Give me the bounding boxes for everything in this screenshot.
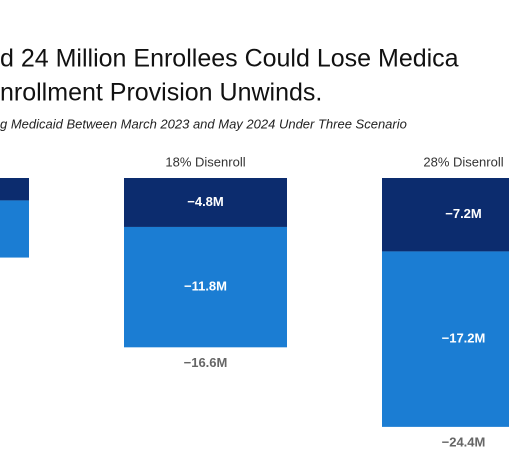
- total-label: −16.6M: [184, 355, 228, 370]
- chart-subtitle: g Medicaid Between March 2023 and May 20…: [0, 116, 407, 131]
- bar-segment: [382, 178, 509, 252]
- chart-title: nrollment Provision Unwinds.: [0, 79, 322, 107]
- bar-segment: [124, 226, 287, 348]
- bar-segment: [0, 200, 29, 258]
- total-label: −24.4M: [442, 434, 486, 449]
- bar-segment: [382, 251, 509, 427]
- category-label: 18% Disenroll: [165, 154, 245, 169]
- value-label: −7.2M: [445, 206, 482, 221]
- value-label: −11.8M: [184, 279, 227, 294]
- category-label: 28% Disenroll: [423, 154, 503, 169]
- bar-segment: [0, 178, 29, 201]
- chart-title: d 24 Million Enrollees Could Lose Medica: [0, 45, 459, 73]
- value-label: −4.8M: [187, 194, 224, 209]
- bar-segment: [124, 178, 287, 227]
- value-label: −17.2M: [442, 331, 486, 346]
